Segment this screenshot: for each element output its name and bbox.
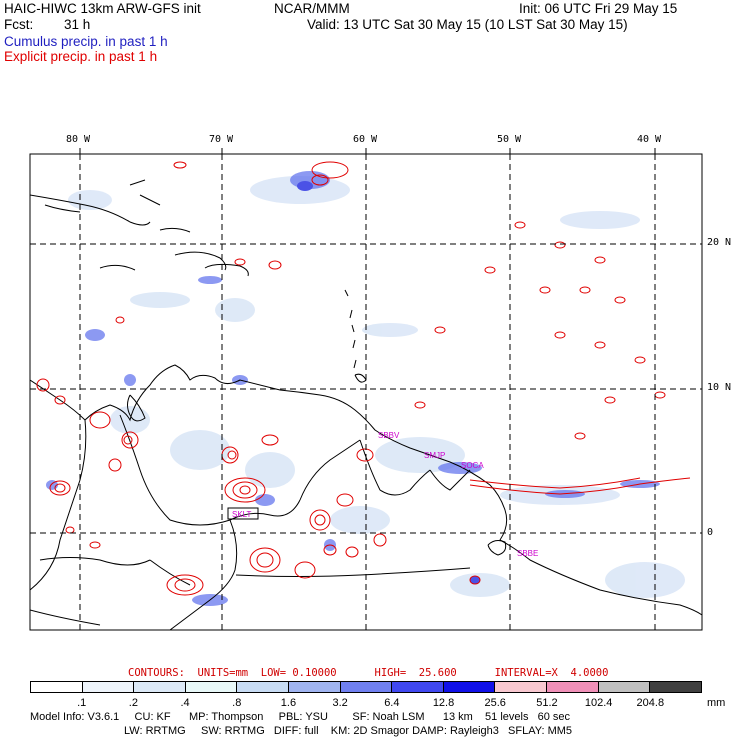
colorbar-segment [598, 682, 651, 692]
colorbar-tick-label: 204.8 [636, 697, 665, 709]
lon-label: 50 W [497, 134, 522, 145]
colorbar-tick-label: 3.2 [332, 697, 348, 709]
field-explicit-label: Explicit precip. in past 1 h [4, 49, 158, 64]
forecast-label: Fcst: [4, 17, 34, 32]
colorbar-tick-label: .8 [232, 697, 242, 709]
field-cumulus-label: Cumulus precip. in past 1 h [4, 34, 168, 49]
explicit-precip-contours [36, 161, 691, 596]
colorbar [30, 681, 702, 693]
station-marker-box [227, 507, 259, 520]
station-label: SKLT [232, 510, 252, 519]
init-time: Init: 06 UTC Fri 29 May 15 [519, 1, 678, 16]
lon-label: 60 W [353, 134, 378, 145]
graticule [30, 154, 702, 630]
colorbar-tick-label: 6.4 [384, 697, 400, 709]
colorbar-tick-label: .2 [128, 697, 138, 709]
colorbar-tick-label: 1.6 [280, 697, 297, 709]
colorbar-segment [495, 682, 548, 692]
colorbar-segment [443, 682, 496, 692]
colorbar-tick-label: 25.6 [484, 697, 506, 709]
station-label: SBBV [378, 431, 400, 440]
lat-label: 0 [707, 527, 714, 538]
forecast-hour: 31 h [64, 17, 91, 32]
colorbar-segment [185, 682, 238, 692]
org-label: NCAR/MMM [274, 1, 350, 16]
colorbar-segment [134, 682, 186, 692]
contour-info: CONTOURS: UNITS=mm LOW= 0.10000 HIGH= 25… [128, 667, 609, 679]
colorbar-tick-label: 12.8 [432, 697, 455, 709]
lon-label: 70 W [209, 134, 234, 145]
station-label: SBBE [517, 549, 538, 558]
colorbar-segment [340, 682, 393, 692]
lon-label: 80 W [66, 134, 91, 145]
model-title: HAIC-HIWC 13km ARW-GFS init [4, 1, 201, 16]
colorbar-segment [237, 682, 290, 692]
lat-label: 20 N [707, 237, 732, 248]
colorbar-segment [82, 682, 135, 692]
model-info-line2: LW: RRTMG SW: RRTMG DIFF: full KM: 2D Sm… [124, 725, 573, 737]
colorbar-tick-label: 102.4 [584, 697, 613, 709]
cumulus-precip-strong [46, 171, 660, 606]
colorbar-unit: mm [707, 697, 726, 709]
colorbar-tick-label: .1 [77, 697, 87, 709]
station-label: SOCA [461, 461, 484, 470]
station-label: SMJP [424, 451, 445, 460]
colorbar-tick-label: 51.2 [536, 697, 558, 709]
valid-time: Valid: 13 UTC Sat 30 May 15 (10 LST Sat … [307, 17, 628, 32]
lon-label: 40 W [637, 134, 662, 145]
colorbar-segment [289, 682, 341, 692]
colorbar-segment [650, 682, 701, 692]
lat-label: 10 N [707, 382, 732, 393]
colorbar-segment [547, 682, 599, 692]
colorbar-segment [392, 682, 444, 692]
coastlines [30, 179, 702, 630]
model-info-line1: Model Info: V3.6.1 CU: KF MP: Thompson P… [30, 711, 571, 723]
colorbar-tick-label: .4 [180, 697, 190, 709]
colorbar-segment [31, 682, 83, 692]
